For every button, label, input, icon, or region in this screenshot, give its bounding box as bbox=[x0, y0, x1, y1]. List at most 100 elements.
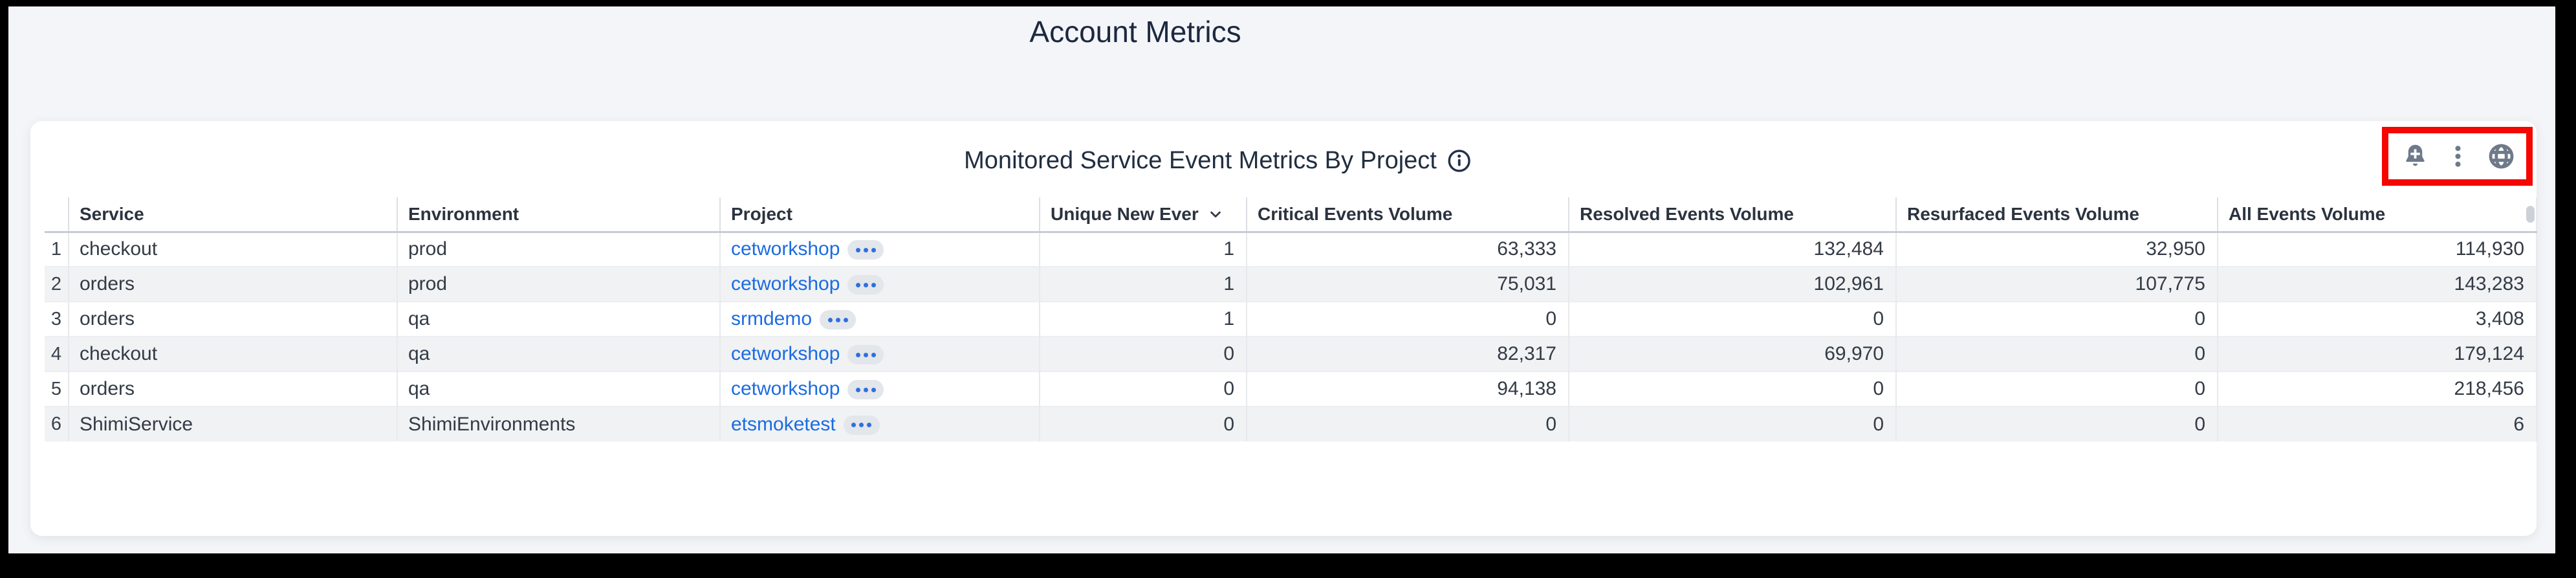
pill-dot bbox=[835, 317, 840, 322]
cell-project: cetworkshop bbox=[719, 266, 1040, 302]
column-header-resurfaced-events-volume[interactable]: Resurfaced Events Volume bbox=[1895, 197, 2218, 233]
cell-environment: qa bbox=[397, 336, 720, 372]
cell-resolved-events-volume: 0 bbox=[1568, 371, 1896, 406]
table-row: 4 checkout qa cetworkshop 0 82,317 69,970 0 179,… bbox=[45, 336, 2537, 372]
globe-icon[interactable] bbox=[2487, 142, 2515, 170]
info-icon[interactable] bbox=[1447, 149, 1471, 173]
column-header-label: Resolved Events Volume bbox=[1580, 203, 1794, 224]
table-row: 5 orders qa cetworkshop 0 94,138 0 0 218,456 bbox=[45, 371, 2537, 406]
project-link[interactable]: cetworkshop bbox=[731, 343, 840, 364]
column-header-all-events-volume[interactable]: All Events Volume bbox=[2217, 197, 2537, 233]
pill-dot bbox=[827, 317, 833, 322]
dashboard-page: Account Metrics Monitored Service Event … bbox=[8, 6, 2555, 553]
cell-unique-new-events: 0 bbox=[1039, 406, 1247, 441]
project-actions-pill[interactable] bbox=[820, 310, 857, 330]
project-actions-pill[interactable] bbox=[847, 345, 884, 365]
panel-card: Monitored Service Event Metrics By Proje… bbox=[30, 121, 2537, 536]
project-link[interactable]: etsmoketest bbox=[731, 413, 836, 435]
column-header-critical-events-volume[interactable]: Critical Events Volume bbox=[1246, 197, 1569, 233]
cell-resurfaced-events-volume: 0 bbox=[1895, 371, 2218, 406]
panel-toolbar bbox=[2402, 142, 2515, 170]
row-number-header bbox=[45, 197, 69, 233]
cell-service: orders bbox=[68, 371, 397, 406]
row-number: 6 bbox=[45, 406, 69, 441]
project-actions-pill[interactable] bbox=[847, 240, 884, 260]
cell-resurfaced-events-volume: 107,775 bbox=[1895, 266, 2218, 302]
panel-header: Monitored Service Event Metrics By Proje… bbox=[964, 147, 1471, 175]
pill-dot bbox=[855, 282, 860, 287]
table-body: 1 checkout prod cetworkshop 1 63,333 132,484 32… bbox=[45, 232, 2537, 441]
cell-unique-new-events: 0 bbox=[1039, 371, 1247, 406]
sort-desc-icon bbox=[1210, 211, 1221, 217]
pill-dot bbox=[867, 423, 872, 428]
cell-environment: prod bbox=[397, 232, 720, 267]
cell-all-events-volume: 143,283 bbox=[2217, 266, 2537, 302]
cell-unique-new-events: 1 bbox=[1039, 232, 1247, 267]
pill-dot bbox=[863, 352, 868, 357]
pill-dot bbox=[871, 247, 876, 252]
cell-unique-new-events: 1 bbox=[1039, 301, 1247, 337]
table-header-row: Service Environment Project Unique New E… bbox=[45, 197, 2537, 233]
row-number: 4 bbox=[45, 336, 69, 372]
cell-resolved-events-volume: 102,961 bbox=[1568, 266, 1896, 302]
cell-resurfaced-events-volume: 0 bbox=[1895, 301, 2218, 337]
pill-dot bbox=[863, 247, 868, 252]
column-header-label: Resurfaced Events Volume bbox=[1907, 203, 2139, 224]
cell-resurfaced-events-volume: 32,950 bbox=[1895, 232, 2218, 267]
project-link[interactable]: cetworkshop bbox=[731, 273, 840, 295]
pill-dot bbox=[871, 352, 876, 357]
cell-project: cetworkshop bbox=[719, 336, 1040, 372]
kebab-menu-icon[interactable] bbox=[2454, 143, 2462, 170]
cell-service: checkout bbox=[68, 232, 397, 267]
column-header-label: Service bbox=[80, 203, 144, 224]
column-header-resolved-events-volume[interactable]: Resolved Events Volume bbox=[1568, 197, 1896, 233]
table-row: 6 ShimiService ShimiEnvironments etsmoketes… bbox=[45, 406, 2537, 441]
project-link[interactable]: cetworkshop bbox=[731, 378, 840, 399]
cell-project: srmdemo bbox=[719, 301, 1040, 337]
cell-all-events-volume: 179,124 bbox=[2217, 336, 2537, 372]
row-number: 3 bbox=[45, 301, 69, 337]
cell-unique-new-events: 0 bbox=[1039, 336, 1247, 372]
row-number: 2 bbox=[45, 266, 69, 302]
column-header-label: Environment bbox=[408, 203, 519, 224]
cell-service: checkout bbox=[68, 336, 397, 372]
pill-dot bbox=[851, 423, 857, 428]
metrics-table: Service Environment Project Unique New E… bbox=[45, 197, 2537, 441]
table-row: 1 checkout prod cetworkshop 1 63,333 132,484 32… bbox=[45, 232, 2537, 267]
cell-project: cetworkshop bbox=[719, 371, 1040, 406]
cell-resolved-events-volume: 0 bbox=[1568, 301, 1896, 337]
project-actions-pill[interactable] bbox=[847, 275, 884, 295]
cell-service: ShimiService bbox=[68, 406, 397, 441]
pill-dot bbox=[863, 387, 868, 392]
cell-critical-events-volume: 63,333 bbox=[1246, 232, 1569, 267]
cell-all-events-volume: 6 bbox=[2217, 406, 2537, 441]
cell-resurfaced-events-volume: 0 bbox=[1895, 406, 2218, 441]
cell-resolved-events-volume: 69,970 bbox=[1568, 336, 1896, 372]
project-actions-pill[interactable] bbox=[843, 415, 880, 435]
pill-dot bbox=[855, 247, 860, 252]
pill-dot bbox=[863, 282, 868, 287]
cell-all-events-volume: 3,408 bbox=[2217, 301, 2537, 337]
project-link[interactable]: cetworkshop bbox=[731, 238, 840, 260]
cell-service: orders bbox=[68, 266, 397, 302]
column-header-label: All Events Volume bbox=[2229, 203, 2386, 224]
bell-plus-icon[interactable] bbox=[2402, 143, 2429, 170]
column-header-environment[interactable]: Environment bbox=[397, 197, 720, 233]
cell-environment: qa bbox=[397, 371, 720, 406]
cell-critical-events-volume: 94,138 bbox=[1246, 371, 1569, 406]
dashboard-title: Account Metrics bbox=[1029, 15, 1241, 49]
column-header-unique-new-events[interactable]: Unique New Ever bbox=[1039, 197, 1247, 233]
project-actions-pill[interactable] bbox=[847, 380, 884, 400]
cell-environment: prod bbox=[397, 266, 720, 302]
column-header-project[interactable]: Project bbox=[719, 197, 1040, 233]
cell-project: cetworkshop bbox=[719, 232, 1040, 267]
table-row: 3 orders qa srmdemo 1 0 0 0 3,408 bbox=[45, 301, 2537, 337]
project-link[interactable]: srmdemo bbox=[731, 308, 813, 329]
row-number: 5 bbox=[45, 371, 69, 406]
pill-dot bbox=[871, 282, 876, 287]
panel-title: Monitored Service Event Metrics By Proje… bbox=[964, 147, 1437, 174]
cell-all-events-volume: 218,456 bbox=[2217, 371, 2537, 406]
pill-dot bbox=[855, 352, 860, 357]
row-number: 1 bbox=[50, 238, 61, 260]
column-header-service[interactable]: Service bbox=[68, 197, 397, 233]
